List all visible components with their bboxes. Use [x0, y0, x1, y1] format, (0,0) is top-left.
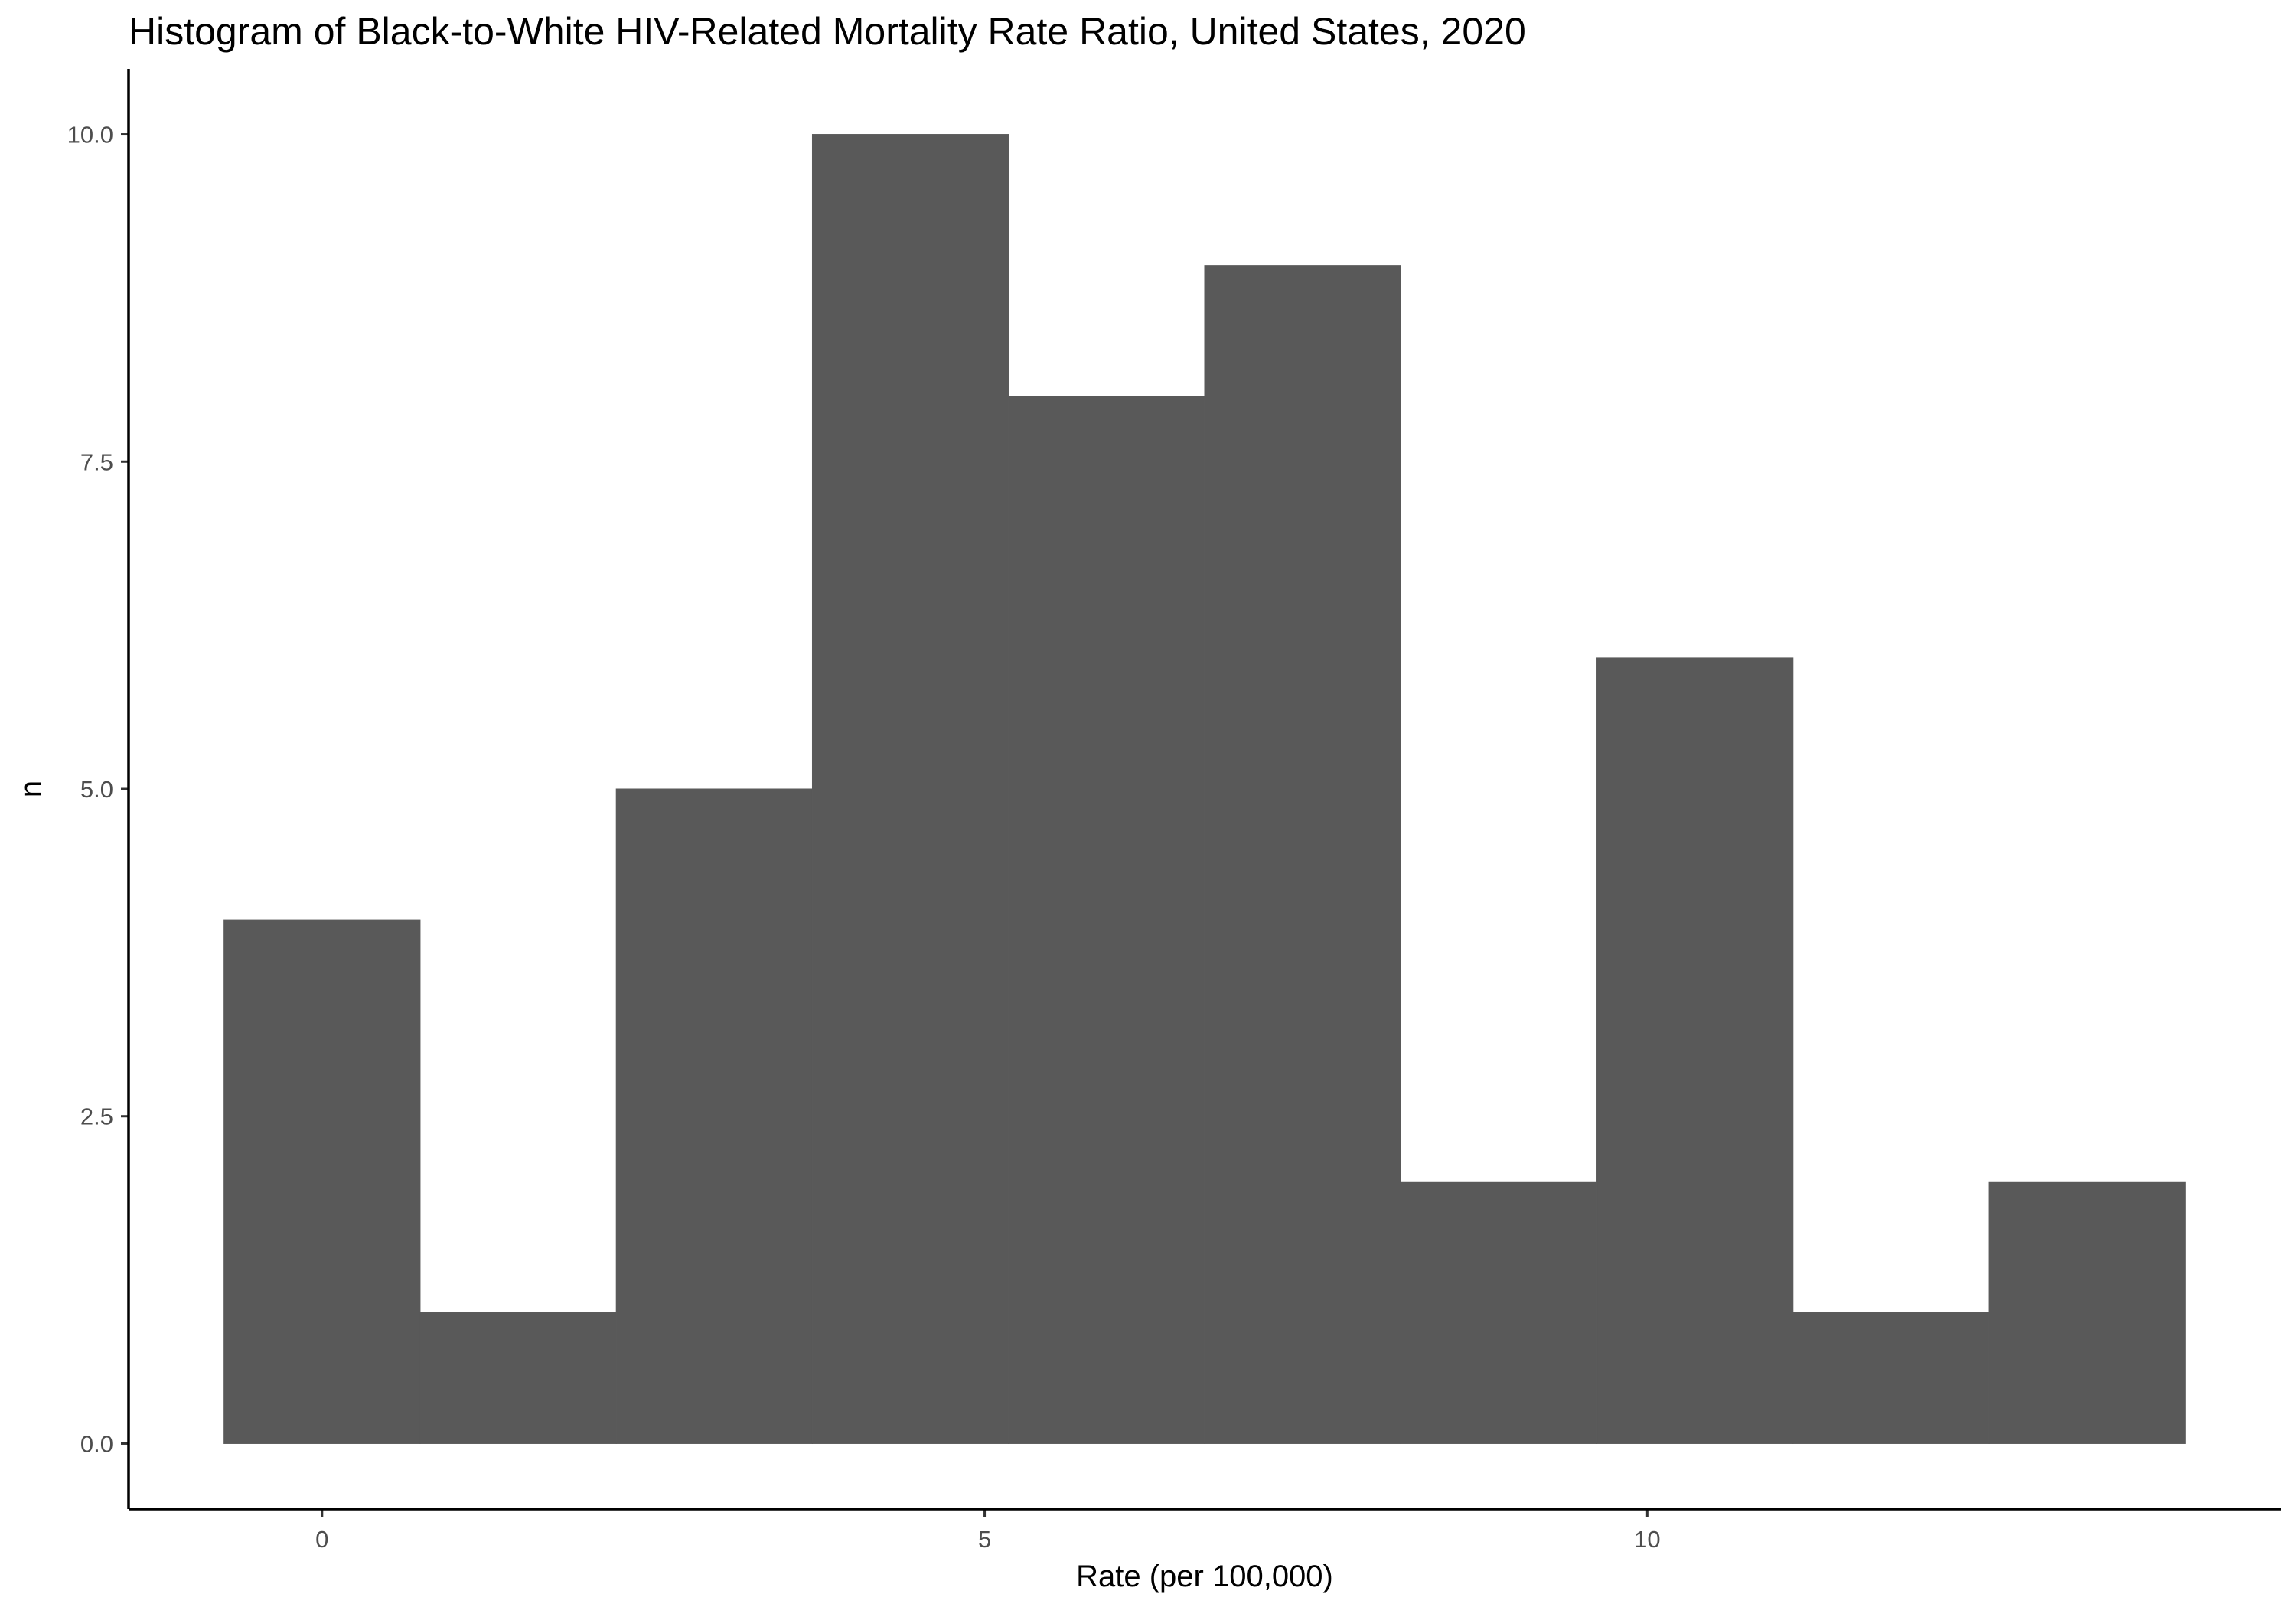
bars-group: [223, 134, 2186, 1444]
y-tick-label: 2.5: [80, 1103, 113, 1130]
x-tick-label: 10: [1634, 1526, 1660, 1553]
x-axis: 0 5 10: [315, 1509, 1661, 1553]
histogram-bar: [1596, 657, 1794, 1444]
histogram-bar: [615, 788, 813, 1444]
x-axis-title: Rate (per 100,000): [1076, 1560, 1333, 1593]
histogram-bar: [1204, 265, 1401, 1444]
y-axis-title: n: [15, 781, 48, 797]
histogram-bar: [223, 919, 421, 1444]
histogram-bar: [1400, 1181, 1598, 1444]
histogram-bar: [1792, 1312, 1990, 1444]
y-axis: 0.0 2.5 5.0 7.5 10.0: [67, 122, 129, 1457]
histogram-bar: [419, 1312, 617, 1444]
x-tick-label: 0: [315, 1526, 328, 1553]
histogram-bar: [811, 134, 1009, 1444]
histogram-bar: [1008, 396, 1205, 1444]
y-tick-label: 10.0: [67, 122, 113, 148]
y-tick-label: 5.0: [80, 776, 113, 803]
chart-title: Histogram of Black-to-White HIV-Related …: [129, 10, 1526, 53]
histogram-bar: [1988, 1181, 2186, 1444]
y-tick-label: 0.0: [80, 1430, 113, 1457]
x-tick-label: 5: [978, 1526, 991, 1553]
y-tick-label: 7.5: [80, 448, 113, 475]
